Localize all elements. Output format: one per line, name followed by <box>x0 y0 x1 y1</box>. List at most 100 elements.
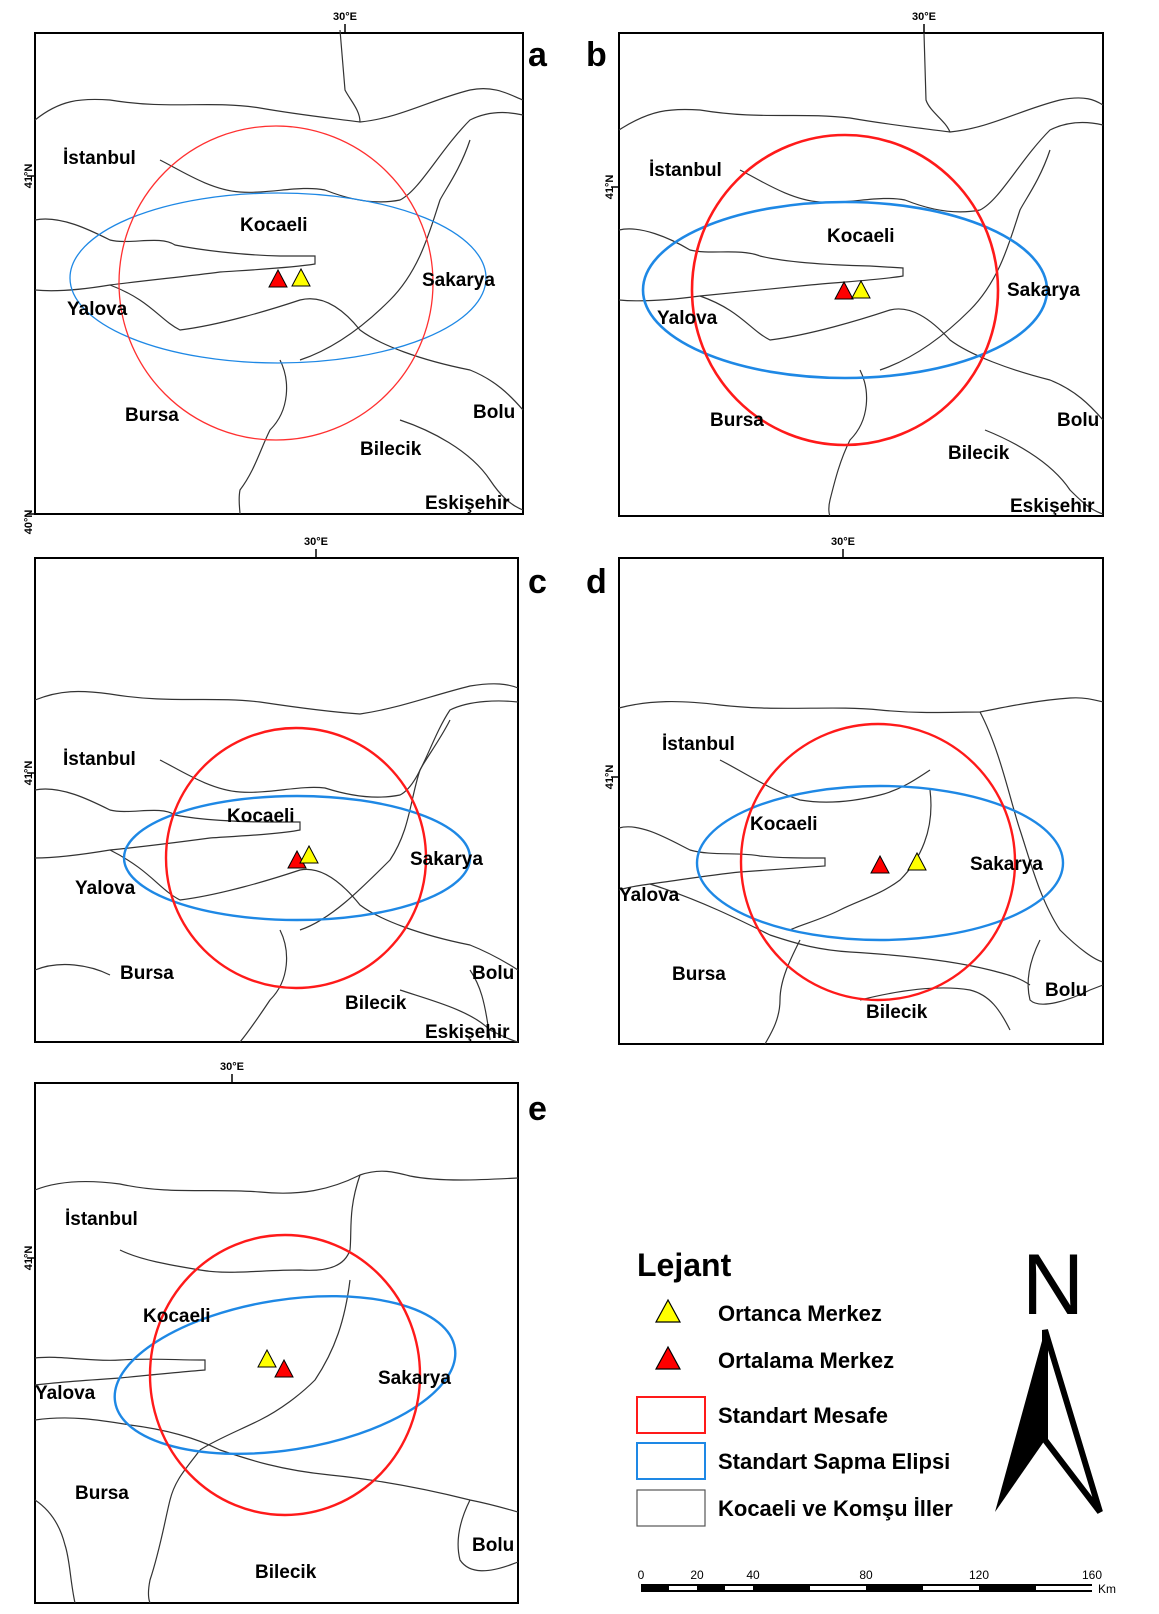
mean-center-marker <box>274 1358 294 1378</box>
scale-bar: 0 20 40 80 120 160 Km <box>638 1568 1116 1596</box>
legend: Lejant Ortanca Merkez Ortalama Merkez St… <box>636 1247 953 1527</box>
place-label: Bursa <box>710 410 764 431</box>
place-label: Sakarya <box>970 854 1043 875</box>
place-label: Bilecik <box>255 1562 317 1583</box>
panel-d: 30°E 41°N İstanbul Kocaeli Sakarya Yalov… <box>586 536 1104 1045</box>
mean-center-marker <box>834 280 854 300</box>
north-arrow-right-icon <box>1042 1329 1103 1514</box>
scale-tick: 40 <box>746 1568 760 1582</box>
lon-label: 30°E <box>333 11 357 23</box>
place-label: Yalova <box>657 308 718 329</box>
place-label: Bursa <box>75 1483 129 1504</box>
place-label: Bursa <box>672 964 726 985</box>
place-label: Bilecik <box>345 993 407 1014</box>
panel-label: d <box>586 563 607 601</box>
place-label: Sakarya <box>422 270 495 291</box>
lon-label: 30°E <box>912 11 936 23</box>
place-label: İstanbul <box>63 749 136 770</box>
legend-item-label: Standart Sapma Elipsi <box>718 1449 950 1474</box>
place-label: Bolu <box>473 402 515 423</box>
standard-distance-circle <box>148 1233 422 1517</box>
map-frame <box>34 1082 519 1604</box>
legend-item-label: Standart Mesafe <box>718 1403 888 1428</box>
panel-b: 30°E 41°N İstanbul Kocaeli Sakarya Yalov… <box>586 11 1104 517</box>
panel-label: e <box>528 1090 547 1128</box>
place-label: Yalova <box>35 1383 96 1404</box>
lon-label: 30°E <box>304 536 328 548</box>
boundaries-legend-icon <box>636 1489 706 1527</box>
std-ellipse <box>113 1294 457 1456</box>
place-label: İstanbul <box>662 734 735 755</box>
place-label: Yalova <box>67 299 128 320</box>
province-boundaries <box>34 1170 519 1604</box>
median-center-marker <box>291 267 311 287</box>
place-label: Eskişehir <box>1010 496 1095 517</box>
place-label: Sakarya <box>1007 280 1080 301</box>
map-frame <box>618 32 1104 517</box>
province-boundaries <box>618 32 1104 517</box>
std-ellipse <box>641 200 1049 380</box>
lat-label: 41°N <box>604 175 616 200</box>
place-label: Bursa <box>120 963 174 984</box>
panel-e: 30°E 41°N İstanbul Kocaeli Sakarya Yalov… <box>23 1061 547 1604</box>
place-label: Eskişehir <box>425 493 510 514</box>
map-frame <box>34 557 519 1043</box>
place-label: İstanbul <box>65 1209 138 1230</box>
scale-tick: 20 <box>690 1568 704 1582</box>
place-label: Bolu <box>472 1535 514 1556</box>
panel-label: b <box>586 36 607 74</box>
place-label: Bolu <box>472 963 514 984</box>
scale-tick: 0 <box>638 1568 645 1582</box>
place-label: Sakarya <box>410 849 483 870</box>
panel-c: 30°E 41°N İstanbul Kocaeli Sakarya Yalov… <box>23 536 547 1043</box>
panel-a: 30°E 41°N 40°N İstanbul Kocaeli Sakarya … <box>23 11 548 534</box>
std-ellipse-legend-icon <box>636 1442 706 1480</box>
std-ellipse <box>122 794 472 922</box>
lat-label: 40°N <box>23 510 35 535</box>
standard-distance-circle <box>739 722 1017 1002</box>
place-label: Kocaeli <box>750 814 818 835</box>
scale-bar-body <box>641 1584 1092 1592</box>
standard-distance-circle <box>118 125 434 441</box>
place-label: Eskişehir <box>425 1022 510 1043</box>
place-label: Kocaeli <box>227 806 295 827</box>
place-label: İstanbul <box>63 148 136 169</box>
map-frame <box>618 557 1104 1045</box>
scale-tick: 80 <box>859 1568 873 1582</box>
north-label: N <box>1022 1237 1084 1333</box>
place-label: Bolu <box>1045 980 1087 1001</box>
lat-label: 41°N <box>604 765 616 790</box>
lon-label: 30°E <box>220 1061 244 1073</box>
place-label: Yalova <box>75 878 136 899</box>
panel-label: c <box>528 563 547 601</box>
scale-unit: Km <box>1098 1582 1116 1596</box>
place-label: Bolu <box>1057 410 1099 431</box>
standard-distance-circle <box>690 133 1000 447</box>
mean-center-marker <box>268 268 288 288</box>
province-boundaries <box>618 697 1104 1045</box>
north-arrow: N <box>995 1237 1103 1514</box>
median-center-marker <box>851 279 871 299</box>
place-label: Bursa <box>125 405 179 426</box>
mean-center-legend-icon <box>654 1345 682 1370</box>
place-label: Bilecik <box>948 443 1010 464</box>
place-label: Yalova <box>619 885 680 906</box>
place-label: İstanbul <box>649 160 722 181</box>
median-center-legend-icon <box>654 1298 682 1323</box>
std-ellipse <box>695 784 1065 942</box>
legend-item-label: Ortanca Merkez <box>718 1301 882 1326</box>
mean-center-marker <box>870 854 890 874</box>
standard-distance-legend-icon <box>636 1396 706 1434</box>
legend-title: Lejant <box>637 1247 732 1283</box>
place-label: Bilecik <box>866 1002 928 1023</box>
north-arrow-left-icon <box>995 1330 1045 1512</box>
legend-item-label: Kocaeli ve Komşu İller <box>718 1496 953 1521</box>
place-label: Kocaeli <box>143 1306 211 1327</box>
legend-item-label: Ortalama Merkez <box>718 1348 894 1373</box>
median-center-marker <box>257 1348 277 1368</box>
median-center-marker <box>907 851 927 871</box>
panel-label: a <box>528 36 548 74</box>
standard-distance-circle <box>164 726 428 990</box>
province-boundaries <box>34 683 519 1043</box>
